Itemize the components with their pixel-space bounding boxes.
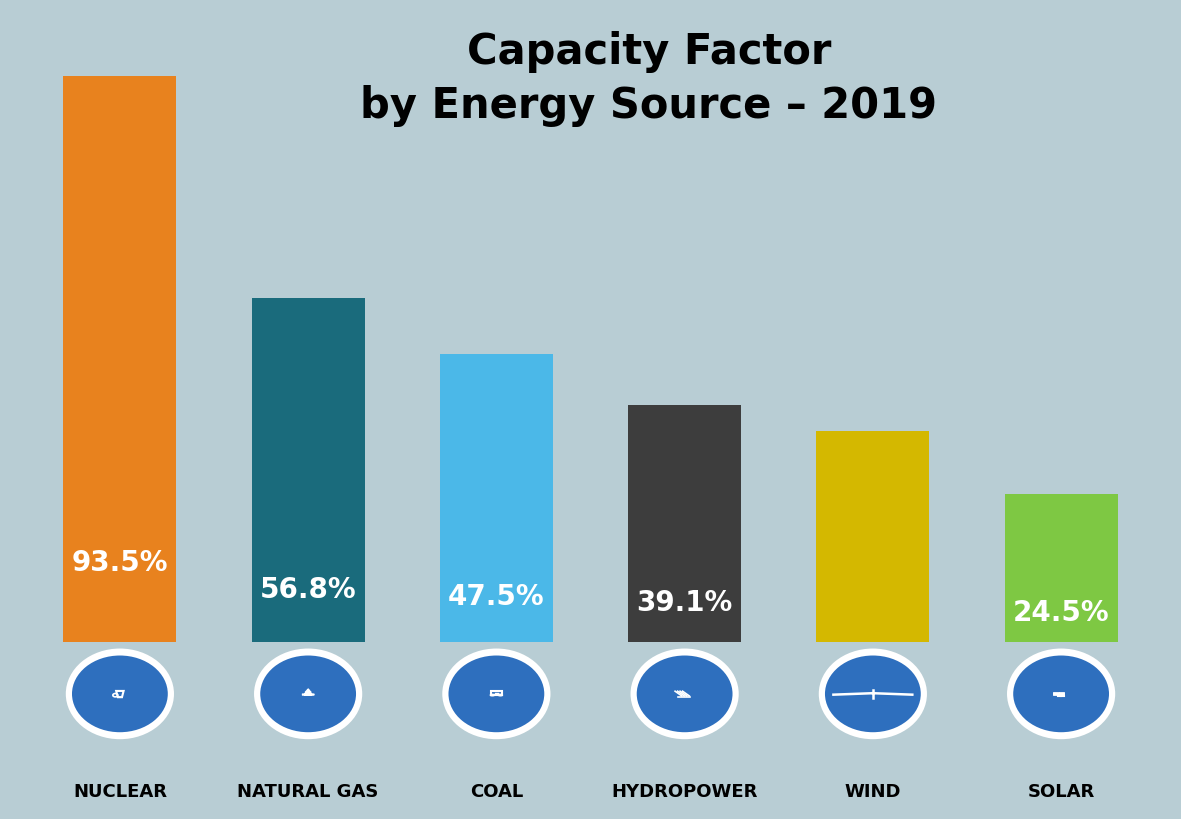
Text: 39.1%: 39.1% bbox=[637, 588, 732, 616]
Text: NUCLEAR: NUCLEAR bbox=[73, 782, 167, 800]
Bar bbox=[628, 406, 742, 643]
Text: 56.8%: 56.8% bbox=[260, 575, 357, 603]
Ellipse shape bbox=[67, 650, 172, 738]
Ellipse shape bbox=[255, 650, 361, 738]
Ellipse shape bbox=[632, 650, 737, 738]
Bar bbox=[1059, 694, 1064, 695]
Text: WIND: WIND bbox=[844, 782, 901, 800]
Text: 47.5%: 47.5% bbox=[448, 582, 544, 610]
Text: NATURAL GAS: NATURAL GAS bbox=[237, 782, 379, 800]
Bar bbox=[1055, 694, 1058, 695]
Bar bbox=[816, 432, 929, 643]
Bar bbox=[252, 299, 365, 643]
Text: 24.5%: 24.5% bbox=[1013, 599, 1109, 627]
Ellipse shape bbox=[1012, 654, 1110, 733]
Text: 34.8%: 34.8% bbox=[824, 591, 921, 619]
Ellipse shape bbox=[824, 654, 922, 733]
Text: COAL: COAL bbox=[470, 782, 523, 800]
Ellipse shape bbox=[71, 654, 169, 733]
Text: SOLAR: SOLAR bbox=[1027, 782, 1095, 800]
Text: HYDROPOWER: HYDROPOWER bbox=[612, 782, 758, 800]
Ellipse shape bbox=[820, 650, 926, 738]
Bar bbox=[64, 76, 176, 643]
Ellipse shape bbox=[259, 654, 357, 733]
Bar bbox=[491, 691, 502, 695]
Ellipse shape bbox=[1009, 650, 1114, 738]
Ellipse shape bbox=[635, 654, 733, 733]
Bar bbox=[1005, 494, 1117, 643]
Bar bbox=[439, 355, 553, 643]
Ellipse shape bbox=[448, 654, 546, 733]
Bar bbox=[1055, 693, 1058, 694]
Text: 93.5%: 93.5% bbox=[72, 549, 168, 577]
Bar bbox=[1059, 693, 1064, 694]
Ellipse shape bbox=[444, 650, 549, 738]
Text: Capacity Factor
by Energy Source – 2019: Capacity Factor by Energy Source – 2019 bbox=[360, 31, 938, 126]
